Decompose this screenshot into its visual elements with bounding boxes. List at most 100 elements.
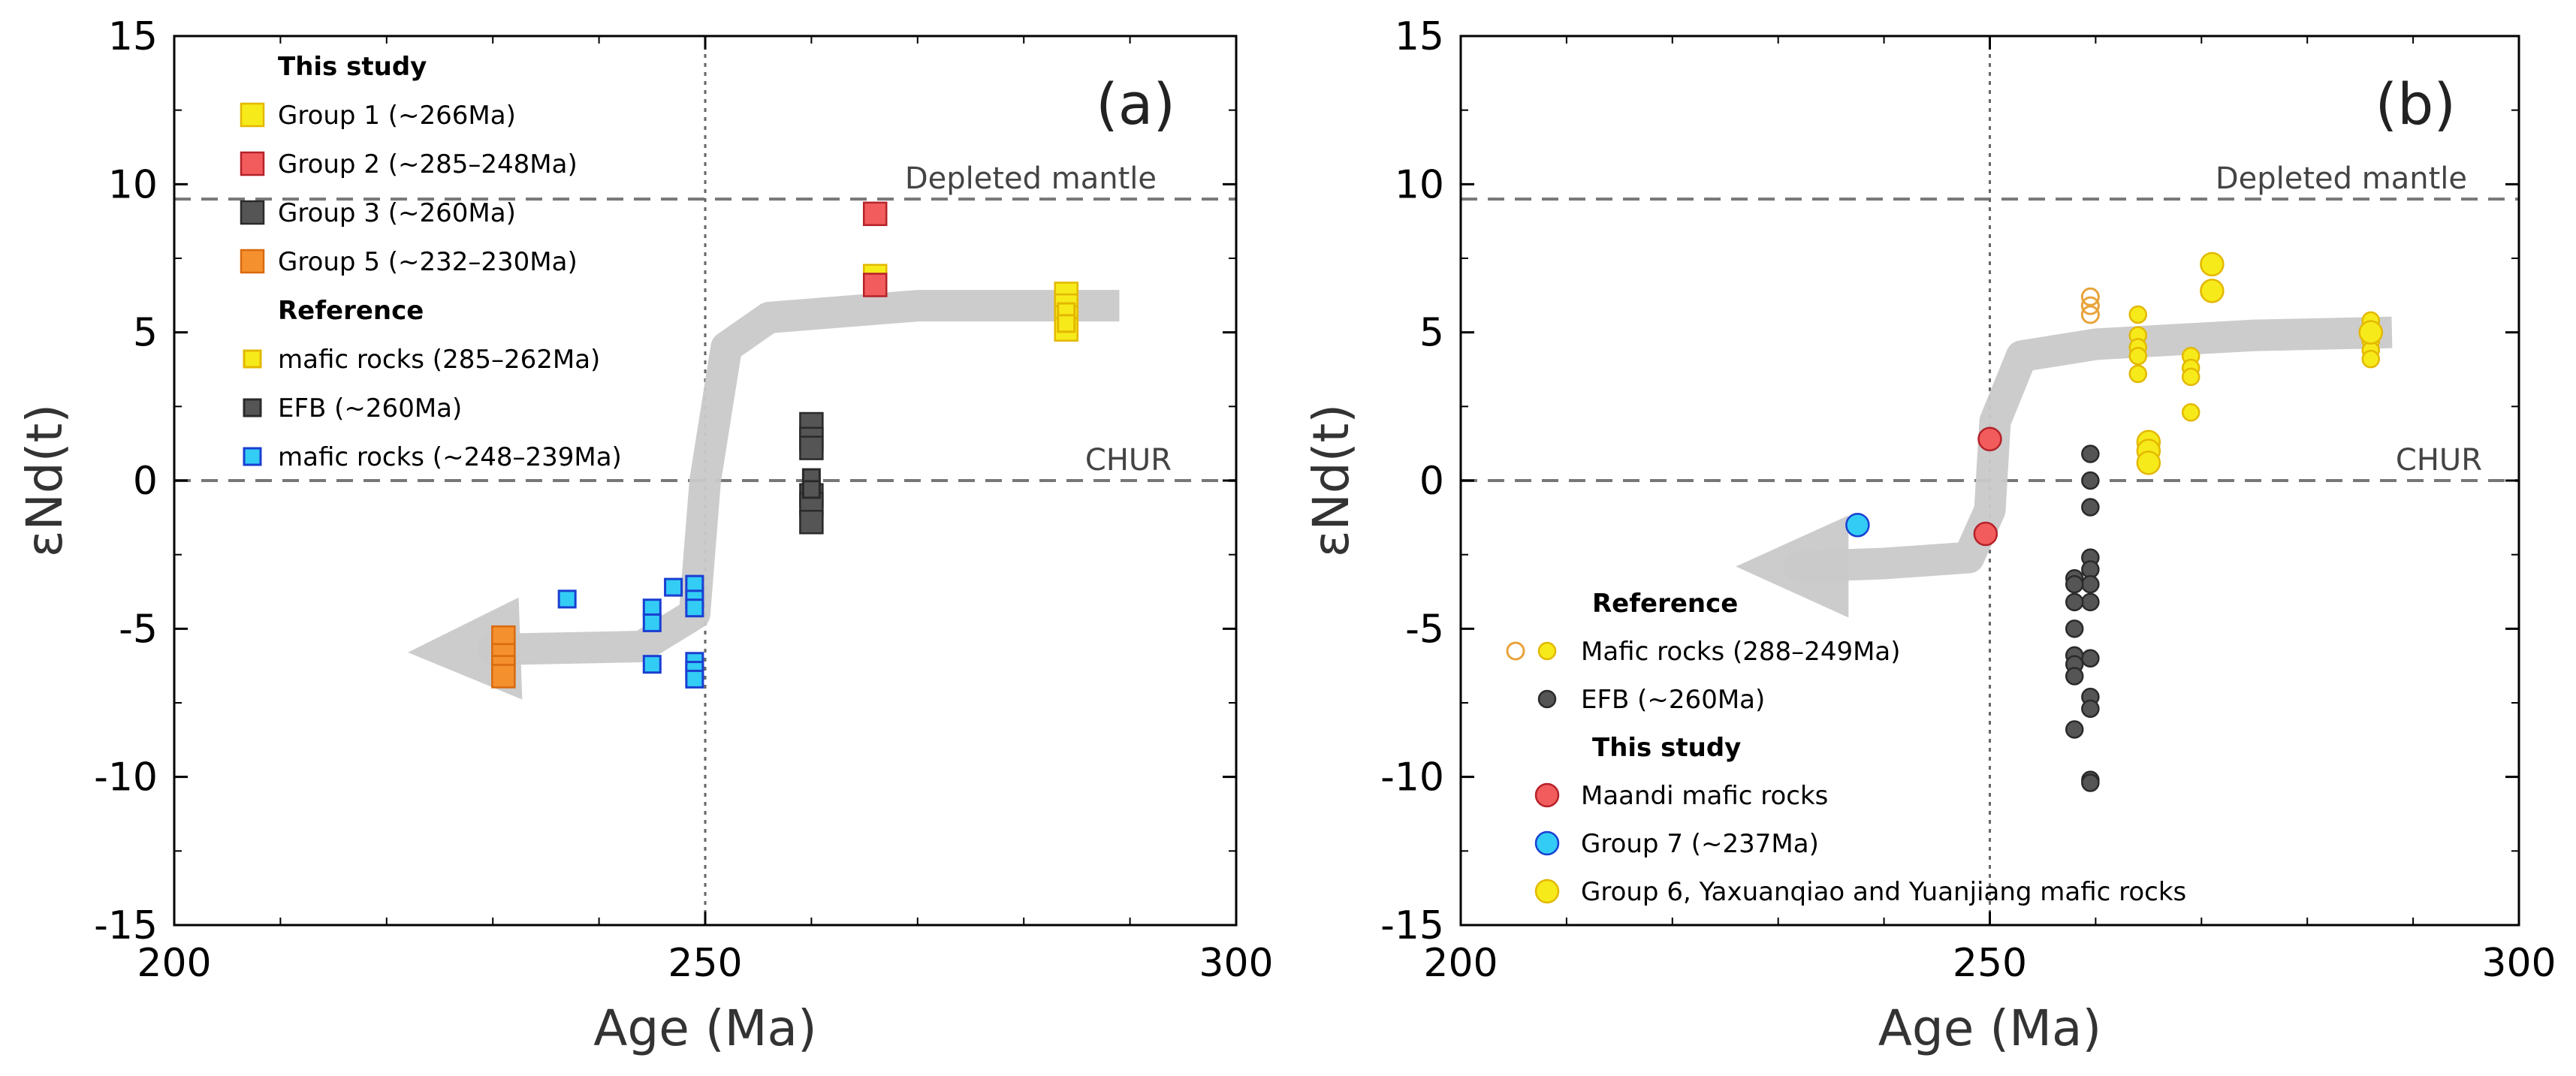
x-axis-label: Age (Ma) bbox=[593, 999, 817, 1057]
legend-marker-ref_mafic bbox=[1537, 641, 1557, 661]
point-ref_efb bbox=[801, 480, 821, 499]
x-tick-label: 250 bbox=[1953, 941, 2027, 986]
point-ref_mafic bbox=[2128, 346, 2148, 366]
legend-label-g3: Group 3 (~260Ma) bbox=[278, 198, 516, 228]
point-ref_mafic2 bbox=[685, 598, 704, 618]
panel-b: Depleted mantle CHUR -15 -10 -5 0 5 10 15 200 250 3… bbox=[1302, 14, 2556, 1057]
panel-label: (b) bbox=[2375, 71, 2456, 137]
point-g6 bbox=[2136, 451, 2161, 475]
point-g6 bbox=[2200, 279, 2225, 303]
depleted-mantle-label: Depleted mantle bbox=[905, 161, 1157, 196]
y-tick-label: 0 bbox=[1419, 459, 1444, 504]
legend-marker-ref_mafic2 bbox=[243, 447, 262, 466]
point-ref_efb bbox=[2065, 720, 2084, 739]
y-tick-label: 5 bbox=[133, 311, 158, 356]
legend-heading: Reference bbox=[1592, 589, 1738, 619]
point-maandi bbox=[1977, 426, 2002, 451]
point-g5 bbox=[491, 664, 516, 689]
y-tick-label: 15 bbox=[1395, 14, 1444, 59]
point-ref_mafic_open bbox=[2080, 287, 2100, 306]
point-ref_mafic bbox=[2128, 305, 2148, 324]
y-axis-label: εNd(t) bbox=[1302, 404, 1360, 557]
point-g2 bbox=[862, 201, 888, 227]
trend-arrow-head bbox=[1736, 515, 1849, 618]
point-ref_efb bbox=[2081, 592, 2100, 612]
point-ref_mafic bbox=[2181, 367, 2200, 387]
point-ref_mafic bbox=[2181, 402, 2200, 422]
point-maandi bbox=[1973, 521, 1998, 547]
y-axis-label: εNd(t) bbox=[16, 404, 74, 557]
legend-heading: Reference bbox=[278, 296, 424, 326]
legend-label-ref_mafic2: mafic rocks (~248–239Ma) bbox=[278, 442, 622, 472]
y-tick-label: -5 bbox=[1405, 607, 1444, 652]
point-ref_mafic2 bbox=[557, 589, 577, 609]
x-tick-label: 250 bbox=[668, 941, 742, 986]
y-tick-label: -10 bbox=[94, 755, 158, 800]
point-ref_mafic2 bbox=[642, 655, 662, 674]
point-ref_mafic2 bbox=[664, 577, 683, 597]
legend-marker-ref_efb bbox=[1537, 689, 1557, 709]
y-tick-label: 10 bbox=[1395, 162, 1444, 207]
x-tick-label: 200 bbox=[137, 941, 211, 986]
depleted-mantle-label: Depleted mantle bbox=[2216, 161, 2467, 196]
point-ref_mafic bbox=[1057, 314, 1076, 333]
point-ref_efb bbox=[2065, 667, 2084, 686]
y-tick-label: 15 bbox=[108, 14, 158, 59]
point-ref_efb bbox=[2065, 592, 2084, 612]
x-axis-label: Age (Ma) bbox=[1878, 999, 2102, 1057]
legend-heading: This study bbox=[1592, 733, 1741, 763]
legend-marker-ref_efb bbox=[243, 398, 262, 417]
point-ref_mafic_open bbox=[2080, 296, 2100, 315]
point-ref_efb bbox=[2065, 619, 2084, 638]
point-ref_mafic2 bbox=[642, 613, 662, 632]
legend-marker-ref_mafic bbox=[243, 349, 262, 369]
point-ref_mafic bbox=[2128, 364, 2148, 384]
point-ref_efb bbox=[2081, 649, 2100, 668]
legend-marker-g6 bbox=[1534, 879, 1560, 904]
legend-label-g6: Group 6, Yaxuanqiao and Yuanjiang mafic … bbox=[1581, 877, 2186, 907]
legend-marker-g7 bbox=[1534, 830, 1560, 856]
legend-label-ref_mafic: Mafic rocks (288–249Ma) bbox=[1581, 637, 1901, 667]
point-ref_mafic_open bbox=[2080, 305, 2100, 324]
point-ref_efb bbox=[2081, 498, 2100, 517]
x-tick-label: 300 bbox=[2481, 941, 2556, 986]
point-g7 bbox=[1845, 512, 1870, 538]
legend-marker-g5 bbox=[240, 249, 265, 274]
legend-label-ref_mafic: mafic rocks (285–262Ma) bbox=[278, 345, 600, 375]
chur-label: CHUR bbox=[1085, 443, 1172, 478]
legend-marker-g1 bbox=[240, 102, 265, 128]
y-tick-label: -15 bbox=[1380, 903, 1444, 948]
legend-label-ref_efb: EFB (~260Ma) bbox=[1581, 685, 1765, 715]
legend-heading: This study bbox=[278, 52, 427, 82]
point-ref_efb bbox=[2081, 471, 2100, 490]
y-tick-label: 0 bbox=[133, 459, 158, 504]
x-tick-label: 300 bbox=[1199, 941, 1273, 986]
panel-a: Depleted mantle CHUR -15 -10 -5 0 5 10 15 200 250 3… bbox=[16, 14, 1274, 1057]
point-g6 bbox=[2358, 320, 2383, 345]
legend-marker-ref-mafic-open bbox=[1506, 641, 1525, 661]
point-ref_efb bbox=[2081, 773, 2100, 792]
legend-label-ref_efb: EFB (~260Ma) bbox=[278, 393, 462, 423]
legend-marker-g2 bbox=[240, 151, 265, 176]
x-tick-label: 200 bbox=[1423, 941, 1498, 986]
legend-label-g7: Group 7 (~237Ma) bbox=[1581, 829, 1819, 859]
y-tick-label: 5 bbox=[1419, 311, 1444, 356]
point-g2 bbox=[862, 273, 888, 297]
legend-marker-g3 bbox=[240, 200, 265, 225]
chur-label: CHUR bbox=[2396, 443, 2482, 478]
y-tick-label: 10 bbox=[108, 162, 158, 207]
y-tick-label: -10 bbox=[1380, 755, 1444, 800]
legend-marker-maandi bbox=[1534, 782, 1560, 808]
point-g3 bbox=[799, 510, 824, 535]
point-ref_mafic2 bbox=[685, 669, 704, 689]
point-ref_efb bbox=[2065, 574, 2084, 594]
point-ref_efb bbox=[2081, 699, 2100, 719]
legend-label-g2: Group 2 (~285–248Ma) bbox=[278, 149, 578, 179]
point-g6 bbox=[2200, 252, 2225, 277]
y-tick-label: -15 bbox=[94, 903, 158, 948]
point-ref_mafic bbox=[2361, 349, 2380, 369]
panel-label: (a) bbox=[1096, 71, 1175, 137]
y-tick-label: -5 bbox=[119, 607, 158, 652]
legend-label-g5: Group 5 (~232–230Ma) bbox=[278, 247, 578, 277]
